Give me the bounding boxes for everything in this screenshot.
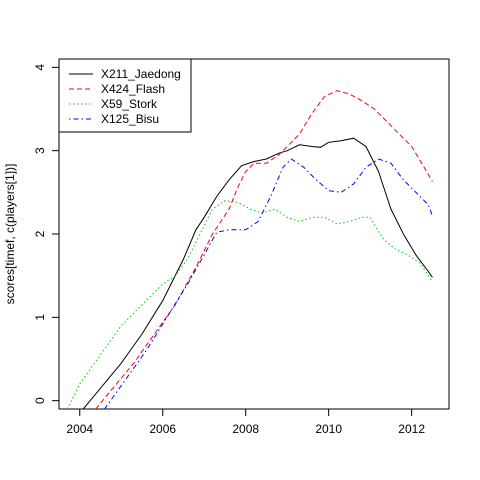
series-line-x211-jaedong xyxy=(82,137,433,409)
legend-label: X125_Bisu xyxy=(101,112,159,126)
series-layer xyxy=(66,90,433,409)
x-tick-label: 2008 xyxy=(232,422,259,436)
legend-label: X59_Stork xyxy=(101,97,158,111)
series-line-x125-bisu xyxy=(103,158,433,409)
x-axis: 2004 2006 2008 2010 2012 xyxy=(66,408,425,436)
legend-label: X424_Flash xyxy=(101,82,165,96)
y-tick-label: 4 xyxy=(33,64,47,71)
y-axis-label: scores[timef, c(players[1])] xyxy=(3,164,17,305)
y-tick-label: 3 xyxy=(33,147,47,154)
x-tick-label: 2010 xyxy=(315,422,342,436)
series-line-x424-flash xyxy=(95,90,433,409)
legend-box xyxy=(58,58,192,133)
x-tick-label: 2004 xyxy=(66,422,93,436)
legend-label: X211_Jaedong xyxy=(101,67,181,81)
y-tick-label: 0 xyxy=(33,397,47,404)
x-tick-label: 2012 xyxy=(398,422,425,436)
y-tick-label: 2 xyxy=(33,230,47,237)
x-tick-label: 2006 xyxy=(149,422,176,436)
y-tick-label: 1 xyxy=(33,314,47,321)
y-axis: 0 1 2 3 4 xyxy=(33,64,60,404)
